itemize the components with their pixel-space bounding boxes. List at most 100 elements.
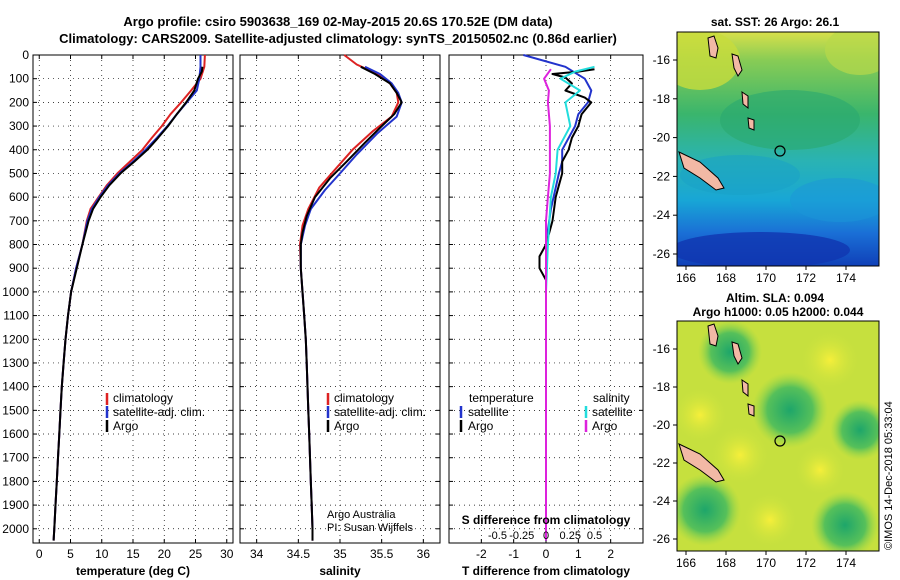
new-caledonia-landmass	[678, 151, 725, 191]
title-line-2: Climatology: CARS2009. Satellite-adjuste…	[59, 31, 617, 46]
depth-tick-label: 1800	[2, 474, 29, 488]
x-tick-label: 35	[333, 547, 347, 561]
temperature-panel: 0100200300400500600700800900100011001200…	[2, 48, 233, 578]
depth-tick-label: 1300	[2, 356, 29, 370]
map-lon-label: 166	[676, 556, 696, 570]
x-tick-label: 5	[67, 547, 74, 561]
salinity-axes-frame	[239, 54, 441, 544]
sst-map-title: sat. SST: 26 Argo: 26.1	[711, 15, 840, 29]
series-line-salinity-argo	[543, 68, 552, 541]
argo-location-marker	[774, 435, 786, 447]
map-lat-label: -16	[653, 53, 671, 67]
depth-tick-label: 1700	[2, 451, 29, 465]
series-line-argo	[299, 65, 403, 541]
legend-climatology-label: climatology	[334, 391, 394, 405]
x-tick-label: 2	[607, 547, 614, 561]
island-landmass	[731, 341, 743, 365]
island-landmass	[747, 117, 755, 131]
sst-map-frame	[676, 31, 880, 267]
depth-tick-label: 1400	[2, 380, 29, 394]
depth-tick-label: 100	[9, 72, 29, 86]
map-lat-label: -18	[653, 380, 671, 394]
difference-panel: -2 -1 0 1 2 T difference from climatology te…	[448, 54, 644, 578]
s-diff-tick-label: 0.5	[587, 530, 602, 542]
s-difference-title: S difference from climatology	[462, 513, 631, 527]
island-landmass	[741, 379, 749, 398]
temperature-axes-frame	[32, 54, 234, 544]
depth-tick-label: 1000	[2, 285, 29, 299]
s-diff-tick-label: -0.5	[488, 530, 507, 542]
difference-legend: temperature salinity satellite Argo sate…	[459, 391, 633, 433]
legend-climatology-label: climatology	[113, 391, 173, 405]
map-lon-label: 168	[716, 556, 736, 570]
map-lat-label: -18	[653, 92, 671, 106]
map-lon-label: 168	[716, 271, 736, 285]
x-tick-label: 25	[189, 547, 203, 561]
legend-salinity-head: salinity	[593, 391, 630, 405]
depth-tick-label: 1600	[2, 427, 29, 441]
title-line-1: Argo profile: csiro 5903638_169 02-May-2…	[123, 14, 552, 29]
depth-tick-label: 0	[22, 48, 29, 62]
sst-field	[677, 32, 879, 266]
imos-stamp: ©IMOS 14-Dec-2018 05:33:04	[883, 401, 895, 550]
x-tick-label: 10	[95, 547, 109, 561]
x-tick-label: 35.5	[370, 547, 394, 561]
depth-tick-label: 500	[9, 166, 29, 180]
series-line-climatology	[52, 54, 206, 541]
series-line-salinity-satellite	[545, 65, 595, 541]
depth-tick-label: 1900	[2, 498, 29, 512]
legend-argo-label: Argo	[113, 419, 139, 433]
map-lon-label: 172	[796, 556, 816, 570]
x-tick-label: 1	[575, 547, 582, 561]
legend-s-argo-label: Argo	[592, 419, 618, 433]
x-tick-label: 30	[220, 547, 234, 561]
x-tick-label: -2	[476, 547, 487, 561]
credit-line-1: Argo Australia	[327, 509, 396, 521]
map-lat-label: -26	[653, 532, 671, 546]
map-lon-label: 172	[796, 271, 816, 285]
temperature-legend: climatology satellite-adj. clim. Argo	[105, 391, 205, 433]
argo-location-marker	[774, 145, 786, 157]
depth-tick-label: 200	[9, 95, 29, 109]
map-lat-label: -26	[653, 247, 671, 261]
legend-satellite-label: satellite-adj. clim.	[334, 405, 426, 419]
legend-temperature-head: temperature	[469, 391, 534, 405]
series-line-satellite-adj-clim-	[52, 55, 202, 541]
depth-tick-label: 800	[9, 238, 29, 252]
series-line-satellite-adj-clim-	[299, 65, 403, 541]
map-lon-label: 170	[756, 271, 776, 285]
sla-map-title-2: Argo h1000: 0.05 h2000: 0.044	[693, 305, 864, 319]
legend-satellite-label: satellite-adj. clim.	[113, 405, 205, 419]
credit-line-2: PI: Susan Wijffels	[327, 522, 413, 534]
map-lat-label: -20	[653, 418, 671, 432]
salinity-panel: 34 34.5 35 35.5 36 salinity climatology sate…	[239, 54, 441, 578]
x-tick-label: 0	[36, 547, 43, 561]
depth-tick-label: 600	[9, 190, 29, 204]
new-caledonia-landmass	[678, 443, 725, 483]
map-lat-label: -16	[653, 342, 671, 356]
legend-t-satellite-label: satellite	[468, 405, 509, 419]
island-landmass	[741, 91, 749, 110]
map-lat-label: -24	[653, 208, 671, 222]
map-lon-label: 166	[676, 271, 696, 285]
island-landmass	[731, 53, 743, 77]
depth-tick-label: 900	[9, 261, 29, 275]
legend-t-argo-label: Argo	[468, 419, 494, 433]
island-landmass	[747, 403, 755, 417]
map-lat-label: -22	[653, 169, 671, 183]
sla-field	[677, 321, 879, 551]
depth-tick-label: 1500	[2, 403, 29, 417]
temperature-xlabel: temperature (deg C)	[76, 564, 190, 578]
x-tick-label: 0	[543, 547, 550, 561]
depth-tick-label: 700	[9, 214, 29, 228]
series-line-argo	[52, 66, 204, 541]
sst-map: sat. SST: 26 Argo: 26.1 -16 -18 -20 -22 -24 -…	[653, 15, 880, 285]
depth-tick-label: 1100	[3, 309, 29, 323]
map-lat-label: -24	[653, 494, 671, 508]
x-tick-label: 34	[250, 547, 264, 561]
x-tick-label: 15	[126, 547, 140, 561]
sla-map: Altim. SLA: 0.094 Argo h1000: 0.05 h2000…	[653, 291, 880, 570]
s-diff-tick-label: 0	[543, 530, 549, 542]
sla-map-title-1: Altim. SLA: 0.094	[726, 291, 824, 305]
